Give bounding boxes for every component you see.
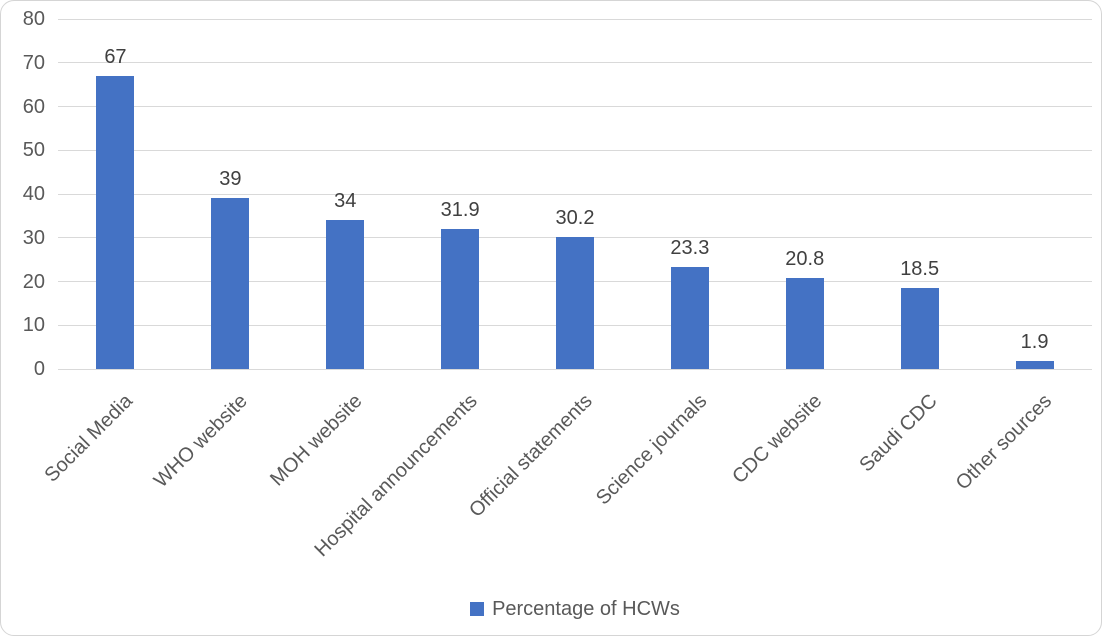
x-axis-category-label: WHO website [149, 390, 252, 493]
gridline [58, 149, 1092, 151]
x-axis-category-label: Social Media [40, 390, 137, 487]
gridline [58, 193, 1092, 195]
bar [556, 236, 594, 369]
x-axis-category-label: CDC website [728, 390, 827, 489]
bar [1015, 360, 1054, 369]
bar-data-label: 34 [334, 190, 357, 213]
bar-data-label: 23.3 [670, 237, 710, 260]
legend-label: Percentage of HCWs [492, 597, 680, 620]
y-axis-tick-label: 70 [22, 51, 45, 74]
bar-data-label: 67 [104, 45, 127, 68]
bar [96, 75, 135, 369]
y-axis-tick-label: 50 [22, 139, 45, 162]
bar [441, 229, 480, 369]
y-axis-tick-label: 80 [22, 8, 45, 30]
x-axis-category-label: Official statements [464, 390, 597, 522]
x-axis-category-label: Science journals [592, 390, 712, 510]
x-axis-category-label: MOH website [266, 390, 367, 491]
gridline [58, 106, 1092, 107]
bar [900, 288, 939, 369]
legend: Percentage of HCWs [58, 596, 1092, 622]
x-axis-category-label: Saudi CDC [854, 390, 942, 477]
y-axis-tick-label: 0 [33, 358, 45, 380]
bar-data-label: 20.8 [785, 248, 825, 270]
bar [211, 198, 250, 369]
y-axis-tick-label: 30 [22, 226, 45, 249]
gridline [58, 368, 1092, 370]
y-axis-tick-label: 20 [22, 270, 45, 293]
bar [326, 220, 365, 369]
bar [670, 267, 709, 369]
bar-data-label: 30.2 [555, 206, 595, 229]
y-axis-tick-label: 40 [22, 183, 45, 205]
legend-swatch [470, 602, 485, 616]
bar-data-label: 1.9 [1020, 330, 1049, 353]
bar-data-label: 39 [219, 168, 242, 191]
y-axis-tick-label: 60 [22, 95, 45, 118]
bar-data-label: 18.5 [900, 258, 940, 281]
gridline [58, 62, 1092, 64]
x-axis-category-label: Other sources [951, 390, 1057, 495]
gridline [58, 18, 1092, 20]
bar-data-label: 31.9 [440, 199, 480, 222]
y-axis-tick-label: 10 [22, 314, 45, 337]
bar [785, 278, 824, 369]
